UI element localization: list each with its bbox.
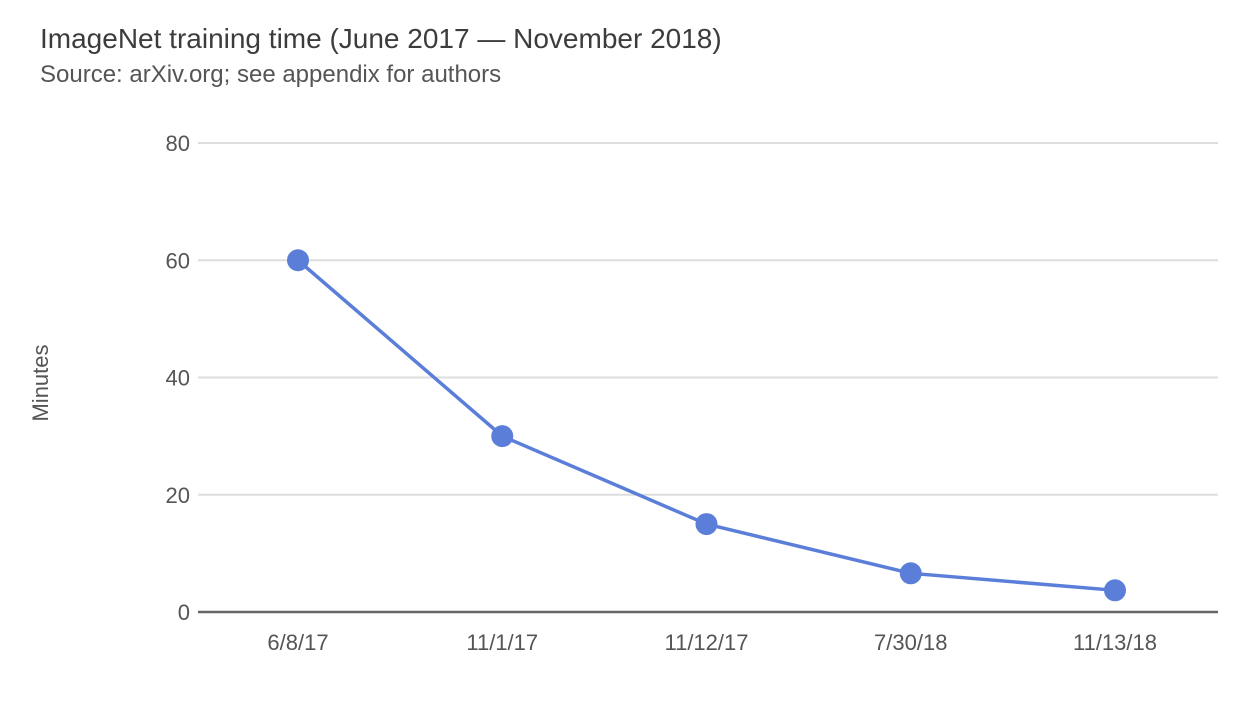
y-tick-label: 80 xyxy=(166,131,190,156)
x-tick-label: 7/30/18 xyxy=(874,630,947,655)
x-tick-label: 11/12/17 xyxy=(664,630,748,655)
data-point xyxy=(899,562,922,585)
y-tick-label: 60 xyxy=(166,248,190,273)
y-tick-label: 20 xyxy=(166,483,190,508)
series-line xyxy=(296,258,1117,593)
series-layer xyxy=(287,249,1126,602)
chart-subtitle: Source: arXiv.org; see appendix for auth… xyxy=(40,61,501,88)
x-tick-label: 11/13/18 xyxy=(1073,630,1157,655)
chart-title: ImageNet training time (June 2017 — Nove… xyxy=(40,23,722,54)
data-point xyxy=(287,249,309,272)
data-point xyxy=(1104,579,1126,602)
x-tick-label: 11/1/17 xyxy=(466,630,538,655)
y-tick-label: 40 xyxy=(166,366,190,391)
y-axis-ticks: 0 20 40 60 80 xyxy=(166,131,190,625)
x-axis-ticks: 6/8/17 11/1/17 11/12/17 7/30/18 11/13/18 xyxy=(267,630,1157,655)
data-point xyxy=(695,513,718,536)
y-axis-title: Minutes xyxy=(28,344,53,421)
gridlines xyxy=(198,142,1218,614)
x-tick-label: 6/8/17 xyxy=(267,630,328,655)
y-tick-label: 0 xyxy=(178,600,190,625)
data-point xyxy=(491,425,514,448)
